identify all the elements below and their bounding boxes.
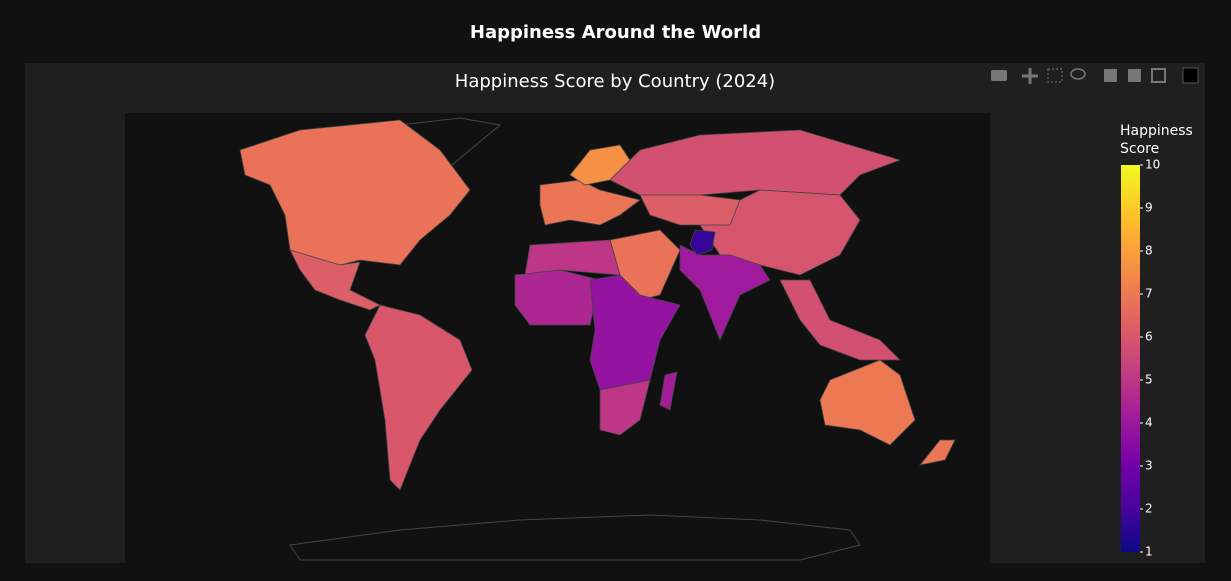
region <box>364 304 473 491</box>
region <box>239 119 471 271</box>
region <box>659 371 678 411</box>
page-title: Happiness Around the World <box>469 22 762 43</box>
region <box>779 279 901 361</box>
colorbar-tick-label: 7 <box>1145 287 1153 301</box>
colorbar-tick-label: 2 <box>1145 502 1153 516</box>
chart-title: Happiness Score by Country (2024) <box>455 71 775 92</box>
region <box>689 229 716 256</box>
colorbar-tick-label: 5 <box>1145 373 1153 387</box>
camera-button[interactable] <box>991 70 1007 81</box>
colorbar-tick-label: 3 <box>1145 459 1153 473</box>
colorbar <box>1121 165 1140 552</box>
region <box>539 179 641 226</box>
region <box>599 379 651 436</box>
region <box>819 359 916 446</box>
region <box>589 274 681 391</box>
reset-button[interactable] <box>1151 68 1166 83</box>
region <box>524 239 621 276</box>
colorbar-tick-label: 9 <box>1145 201 1153 215</box>
pan-button[interactable] <box>1022 68 1038 84</box>
box-select-button[interactable] <box>1047 68 1063 83</box>
region <box>679 244 771 342</box>
lasso-button[interactable] <box>1070 68 1086 80</box>
landmass-outline <box>289 514 861 561</box>
colorbar-title: Happiness Score <box>1120 123 1193 157</box>
colorbar-tick-label: 6 <box>1145 330 1153 344</box>
modebar <box>991 67 1199 84</box>
zoom-out-button[interactable] <box>1128 69 1141 82</box>
region <box>514 269 601 326</box>
plotly-logo[interactable] <box>1182 67 1199 84</box>
region <box>289 249 381 311</box>
colorbar-tick-label: 10 <box>1145 158 1160 172</box>
colorbar-tick-label: 4 <box>1145 416 1153 430</box>
zoom-in-button[interactable] <box>1104 69 1117 82</box>
colorbar-tick-label: 8 <box>1145 244 1153 258</box>
region <box>639 194 741 226</box>
region <box>919 439 956 466</box>
colorbar-tick-label: 1 <box>1145 545 1153 559</box>
